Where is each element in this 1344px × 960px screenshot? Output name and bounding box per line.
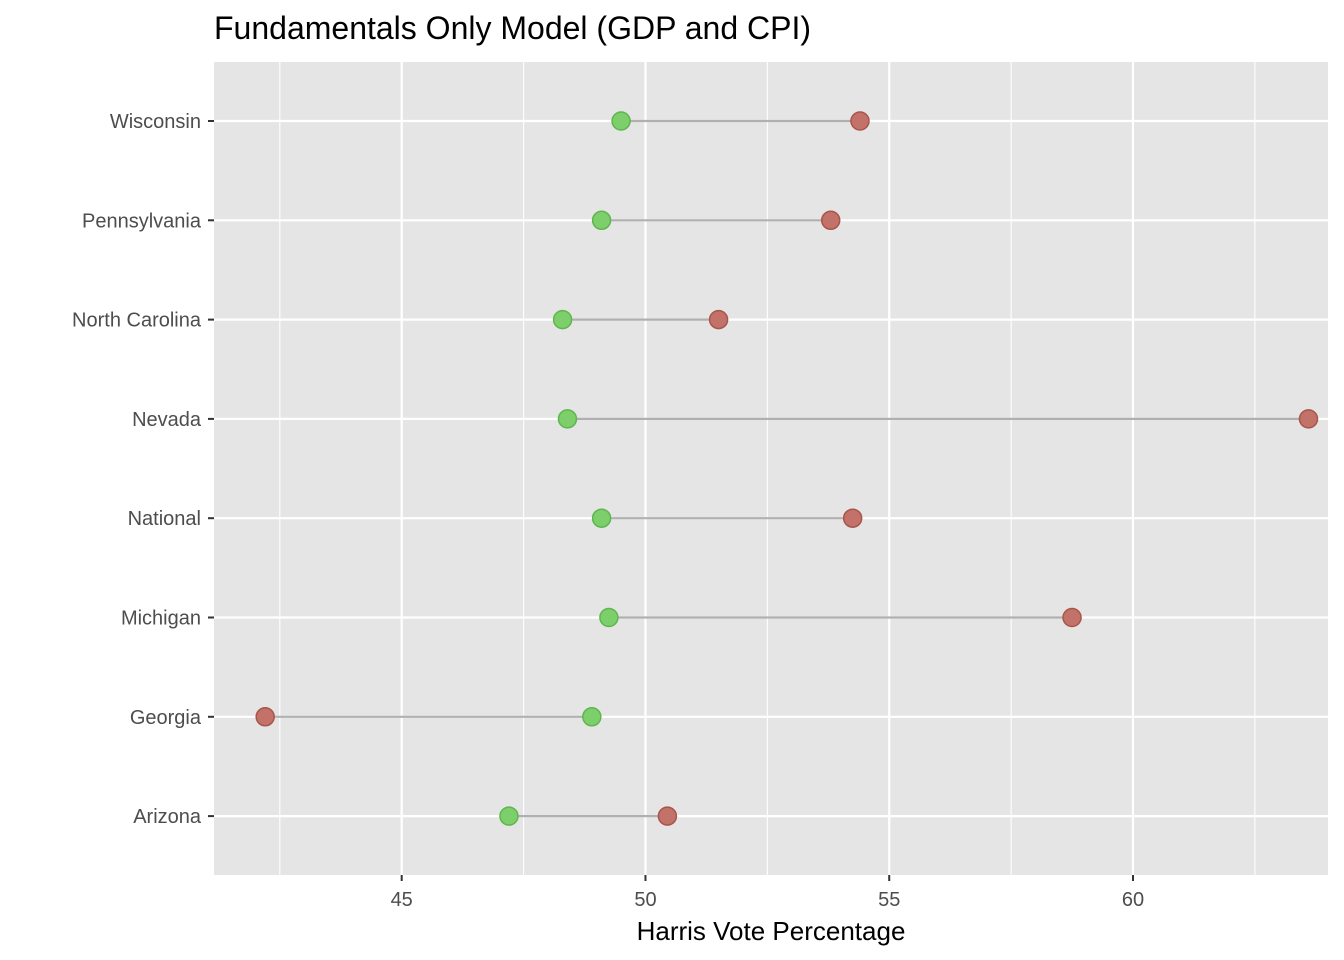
data-points bbox=[255, 111, 1319, 826]
y-tick-label: National bbox=[128, 508, 201, 530]
green-point bbox=[599, 607, 619, 628]
y-tick-label: Georgia bbox=[130, 707, 202, 729]
chart-title: Fundamentals Only Model (GDP and CPI) bbox=[214, 10, 811, 46]
green-point bbox=[499, 806, 519, 826]
green-point bbox=[582, 707, 602, 727]
y-tick-label: Pennsylvania bbox=[82, 210, 202, 232]
green-point bbox=[552, 309, 573, 330]
y-axis: Wisconsin Pennsylvania North Carolina Nevad… bbox=[72, 111, 214, 828]
red-point bbox=[850, 111, 870, 131]
red-point bbox=[820, 210, 841, 231]
x-axis-title: Harris Vote Percentage bbox=[637, 916, 906, 946]
red-point bbox=[657, 806, 678, 826]
red-point bbox=[1062, 607, 1082, 628]
plot-panel bbox=[214, 62, 1328, 875]
green-point bbox=[591, 210, 612, 231]
red-point bbox=[255, 707, 275, 727]
minor-gridlines bbox=[279, 62, 1256, 875]
x-tick-label: 50 bbox=[634, 889, 656, 911]
x-tick-label: 55 bbox=[878, 889, 900, 911]
x-axis: 45 50 55 60 bbox=[391, 875, 1144, 911]
y-tick-label: Arizona bbox=[133, 806, 202, 828]
y-tick-label: North Carolina bbox=[72, 310, 202, 332]
green-point bbox=[557, 409, 578, 429]
red-point bbox=[842, 508, 863, 528]
y-tick-label: Wisconsin bbox=[110, 111, 201, 133]
y-tick-label: Michigan bbox=[121, 608, 201, 630]
x-tick-label: 45 bbox=[391, 889, 413, 911]
green-point bbox=[611, 111, 631, 131]
red-point bbox=[1298, 409, 1319, 429]
dumbbell-segments bbox=[265, 119, 1309, 818]
y-tick-label: Nevada bbox=[132, 409, 202, 431]
x-tick-label: 60 bbox=[1122, 889, 1144, 911]
red-point bbox=[708, 309, 729, 330]
green-point bbox=[591, 508, 612, 528]
